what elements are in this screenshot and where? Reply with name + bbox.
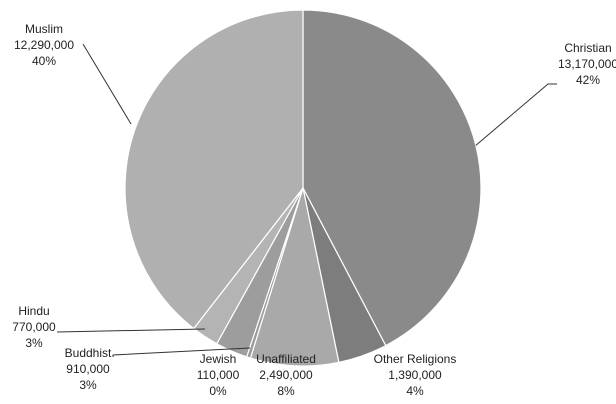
slice-label-percent-other-religions: 4% [406,384,424,398]
slice-label-percent-muslim: 40% [32,54,56,68]
slice-label-name-buddhist: Buddhist [65,346,112,360]
slice-label-name-unaffiliated: Unaffiliated [256,352,316,366]
slice-label-name-other-religions: Other Religions [374,352,457,366]
leader-line-buddhist [112,347,251,357]
slice-label-name-jewish: Jewish [200,352,237,366]
slice-labels: Christian 13,170,000 42% Other Religions 1,3… [12,22,616,398]
pie-slices [124,9,482,367]
pie-slice-unaffiliated [249,187,340,367]
pie-slice-christian [302,9,482,347]
slice-label-name-christian: Christian [564,41,611,55]
leader-line-muslim [82,43,132,125]
slice-label-value-christian: 13,170,000 [558,57,616,71]
pie-slice-muslim [124,9,304,330]
slice-label-value-jewish: 110,000 [197,368,240,382]
leader-lines [56,43,557,357]
leader-line-hindu [56,328,206,333]
slice-label-value-unaffiliated: 2,490,000 [259,368,313,382]
slice-label-percent-hindu: 3% [25,336,43,350]
slice-label-percent-unaffiliated: 8% [277,384,295,398]
slice-label-name-hindu: Hindu [18,304,49,318]
slice-label-name-muslim: Muslim [25,22,63,36]
slice-label-percent-christian: 42% [576,73,600,87]
leader-line-christian [475,83,557,146]
slice-label-percent-jewish: 0% [209,384,227,398]
slice-label-value-other-religions: 1,390,000 [388,368,442,382]
slice-label-value-hindu: 770,000 [12,320,56,334]
slice-label-value-muslim: 12,290,000 [14,38,74,52]
slice-label-percent-buddhist: 3% [79,378,97,392]
slice-label-value-buddhist: 910,000 [66,362,110,376]
